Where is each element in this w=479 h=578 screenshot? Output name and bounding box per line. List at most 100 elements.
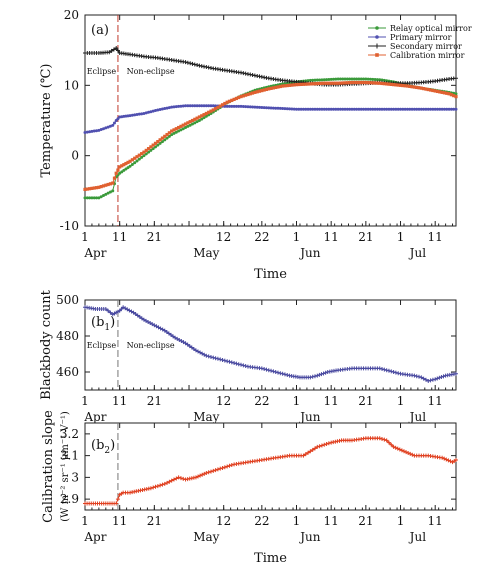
data-point: [426, 107, 430, 111]
data-point: [174, 476, 179, 481]
data-point: [274, 106, 278, 110]
data-point: [140, 112, 144, 116]
data-point: [385, 107, 389, 111]
data-point: [181, 104, 185, 108]
data-point: [357, 107, 361, 111]
data-point: [426, 379, 431, 383]
data-point: [211, 355, 216, 360]
data-point: [415, 85, 419, 90]
data-point: [285, 83, 289, 88]
data-point: [192, 62, 197, 67]
data-point: [211, 104, 215, 108]
data-point: [211, 468, 216, 473]
x-tick-label: 11: [112, 514, 127, 528]
data-point: [181, 340, 186, 345]
data-point: [90, 129, 94, 133]
data-point: [350, 80, 354, 85]
y-tick-label: 0: [71, 149, 79, 163]
data-point: [88, 130, 92, 134]
x-tick-label: 12: [216, 514, 231, 528]
series-1: [83, 77, 458, 200]
data-point: [230, 98, 234, 102]
data-point: [250, 91, 255, 95]
data-point: [104, 126, 108, 130]
data-point: [308, 375, 313, 380]
data-point: [209, 104, 213, 108]
data-point: [355, 107, 359, 111]
data-point: [310, 447, 315, 452]
data-point: [399, 107, 403, 111]
data-point: [188, 120, 192, 124]
data-point: [133, 161, 137, 165]
y-axis-label: Temperature (℃): [39, 64, 54, 178]
data-point: [375, 81, 380, 85]
data-point: [170, 129, 174, 133]
data-point: [127, 308, 132, 313]
data-point: [225, 464, 230, 469]
data-point: [187, 344, 192, 349]
x-tick-label: 21: [147, 514, 162, 528]
data-point: [107, 50, 112, 55]
data-point: [172, 128, 176, 132]
data-point: [310, 374, 315, 379]
month-label: Jul: [408, 246, 427, 260]
data-point: [202, 113, 206, 117]
data-point: [278, 106, 282, 110]
data-point: [387, 82, 391, 86]
data-point: [137, 157, 141, 161]
data-point: [166, 331, 171, 336]
data-point: [378, 107, 382, 111]
data-point: [165, 480, 170, 485]
data-point: [428, 88, 433, 92]
data-point: [236, 362, 241, 367]
month-label: Apr: [83, 410, 106, 424]
data-point: [181, 476, 186, 481]
data-point: [371, 77, 375, 81]
y-tick-label: 3.1: [60, 449, 79, 463]
data-point: [389, 442, 394, 447]
data-point: [130, 158, 134, 162]
data-point: [227, 99, 232, 103]
data-point: [128, 114, 132, 118]
data-point: [167, 479, 172, 484]
data-point: [114, 171, 118, 175]
data-point: [171, 334, 176, 339]
data-point: [301, 82, 306, 86]
x-tick-label: 22: [254, 514, 269, 528]
data-point: [368, 81, 373, 85]
data-point: [234, 361, 239, 366]
data-point: [241, 363, 246, 368]
data-point: [271, 369, 276, 374]
data-point: [306, 450, 311, 455]
data-point: [234, 104, 238, 108]
x-tick-label: 11: [428, 230, 443, 244]
y-tick-label: -10: [60, 219, 79, 233]
data-point: [109, 48, 114, 53]
data-point: [202, 352, 207, 357]
data-point: [410, 85, 414, 89]
data-point: [227, 463, 232, 468]
data-point: [449, 107, 453, 111]
data-point: [179, 124, 183, 128]
data-point: [359, 107, 363, 111]
data-point: [439, 375, 444, 380]
data-point: [348, 77, 352, 81]
data-point: [99, 185, 103, 189]
data-point: [308, 78, 312, 82]
data-point: [394, 107, 398, 111]
data-point: [341, 107, 345, 111]
data-point: [391, 83, 396, 87]
data-point: [204, 111, 208, 116]
data-point: [160, 136, 165, 140]
data-point: [95, 129, 99, 133]
data-point: [190, 118, 195, 123]
data-point: [121, 305, 126, 310]
x-axis-label: Time: [254, 551, 287, 566]
data-point: [384, 368, 389, 373]
data-point: [208, 469, 213, 474]
data-point: [341, 81, 345, 85]
data-point: [303, 452, 308, 457]
data-point: [444, 457, 449, 462]
data-point: [454, 94, 458, 99]
